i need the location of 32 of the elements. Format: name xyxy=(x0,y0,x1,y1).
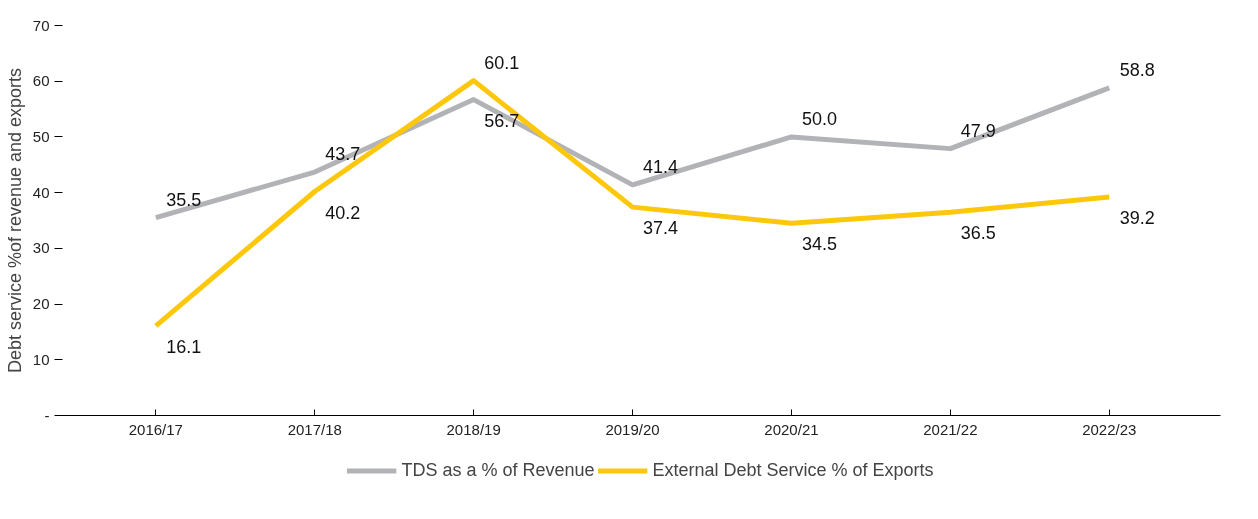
data-label: 56.7 xyxy=(484,110,520,131)
data-label: 58.8 xyxy=(1119,59,1155,80)
data-label: 37.4 xyxy=(643,218,679,239)
x-tick-label: 2019/20 xyxy=(605,420,660,438)
x-tick-label: 2021/22 xyxy=(923,420,978,438)
x-tick-label: 2022/23 xyxy=(1082,420,1137,438)
x-tick-label: 2017/18 xyxy=(287,420,342,438)
data-label: 40.2 xyxy=(325,202,361,223)
data-label: 39.2 xyxy=(1119,208,1155,229)
y-tick-label: - xyxy=(44,406,50,424)
y-axis-title: Debt service %of revenue and exports xyxy=(4,67,25,374)
data-label: 43.7 xyxy=(325,144,361,165)
data-label: 50.0 xyxy=(801,108,837,129)
data-label: 35.5 xyxy=(166,189,202,210)
y-tick-label: 10 xyxy=(32,350,50,368)
data-label: 41.4 xyxy=(643,156,679,177)
y-tick-label: 60 xyxy=(32,72,50,90)
data-label: 47.9 xyxy=(960,120,996,141)
data-label: 34.5 xyxy=(801,234,837,255)
x-tick-label: 2018/19 xyxy=(446,420,501,438)
data-label: 16.1 xyxy=(166,336,202,357)
y-tick-label: 20 xyxy=(32,295,50,313)
y-tick-label: 70 xyxy=(32,16,50,34)
data-label: 60.1 xyxy=(484,52,520,73)
x-tick-label: 2016/17 xyxy=(128,420,183,438)
legend-label: TDS as a % of Revenue xyxy=(401,459,595,481)
data-label: 36.5 xyxy=(960,223,996,244)
y-tick-label: 40 xyxy=(32,183,50,201)
x-tick-label: 2020/21 xyxy=(764,420,819,438)
legend-label: External Debt Service % of Exports xyxy=(652,459,934,481)
y-tick-label: 30 xyxy=(32,239,50,257)
y-tick-label: 50 xyxy=(32,127,50,145)
